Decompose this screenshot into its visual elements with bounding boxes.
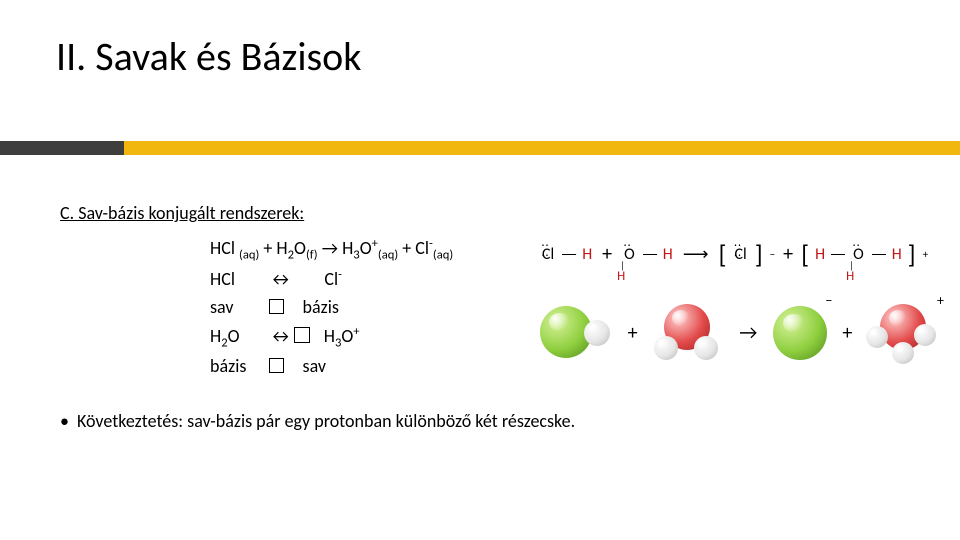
bond-icon [872, 254, 886, 255]
equilibrium-arrow: ↔ [269, 268, 292, 290]
box-icon [269, 358, 284, 373]
conclusion-text: Következtetés: sav-bázis pár egy protonb… [77, 410, 575, 432]
bond-icon [831, 254, 845, 255]
state-aq: (aq) [239, 247, 259, 262]
bracket-open-icon: [ [801, 238, 809, 270]
lewis-h: H [582, 245, 592, 264]
molecule-3d-row: + → − + + [540, 298, 940, 368]
state-f: (f) [306, 247, 318, 262]
plus-icon: + [783, 242, 793, 266]
lewis-h: H [892, 245, 902, 264]
section-subheading: C. Sav-bázis konjugált rendszerek: [60, 200, 900, 228]
atom-h [914, 324, 936, 346]
molecule-hcl [540, 298, 614, 368]
bracket-close-icon: ] [755, 238, 763, 270]
plus-icon: + [602, 242, 612, 266]
arrow-icon: → [739, 321, 757, 345]
equilibrium-arrow-2: ↔ [269, 325, 292, 347]
box-icon [269, 299, 284, 314]
bracket-open-icon: [ [719, 238, 727, 270]
atom-h [584, 320, 610, 346]
charge-pos: + [923, 248, 928, 261]
lewis-h: H [815, 245, 825, 264]
lewis-structure-row: Cl H + O | H H ⟶ [ Cl ]− + [ H O | H [540, 238, 940, 270]
molecule-h2o [652, 298, 726, 368]
box-icon [294, 327, 309, 342]
accent-bar [0, 141, 960, 155]
slide-title: II. Savak és Bázisok [56, 32, 904, 81]
atom-h [694, 336, 718, 360]
atom-h [654, 336, 678, 360]
pair1-right: Cl [324, 268, 338, 290]
plus-icon: + [628, 321, 638, 345]
pair4-right: sav [303, 355, 327, 377]
state-aq2: (aq) [378, 247, 398, 262]
pair2-right: bázis [303, 296, 339, 318]
reaction-arrow: → [322, 237, 338, 259]
lewis-cl: Cl [540, 245, 556, 264]
pair2-left: sav [210, 294, 265, 322]
accent-bar-main [0, 141, 960, 155]
charge-neg: − [770, 248, 775, 261]
plus-icon: + [842, 321, 852, 345]
pair1-right-charge: - [338, 267, 342, 282]
product-o: O [360, 237, 372, 259]
charge-pos-label: + [937, 292, 944, 309]
atom-h [892, 342, 914, 364]
reactant-hcl: HCl [210, 237, 239, 259]
lewis-h: H [663, 245, 673, 264]
pair3-right: H3O+ [324, 325, 360, 347]
bullet-icon: • [60, 410, 69, 432]
bond-icon [643, 254, 657, 255]
bracket-close-icon: ] [908, 238, 916, 270]
reactant-o: O [294, 237, 306, 259]
conclusion-line: • Következtetés: sav-bázis pár egy proton… [60, 410, 575, 432]
molecule-figure: Cl H + O | H H ⟶ [ Cl ]− + [ H O | H [540, 238, 940, 378]
reaction-arrow-icon: ⟶ [683, 243, 709, 265]
product-h: H [342, 237, 353, 259]
molecule-cl-anion: − [771, 298, 828, 368]
accent-bar-left [0, 141, 124, 155]
plus-cl: + Cl [402, 237, 429, 259]
atom-cl [773, 306, 827, 360]
atom-h [866, 326, 888, 348]
bond-icon [562, 254, 576, 255]
pair3-left: H2O [210, 323, 265, 353]
pair1-left: HCl [210, 266, 265, 294]
plus: + H [263, 237, 287, 259]
charge-neg-label: − [825, 292, 832, 309]
pair4-left: bázis [210, 353, 265, 381]
lewis-cl-anion: Cl [733, 245, 749, 264]
state-aq3: (aq) [433, 247, 453, 262]
molecule-h3o-cation: + [866, 298, 940, 368]
